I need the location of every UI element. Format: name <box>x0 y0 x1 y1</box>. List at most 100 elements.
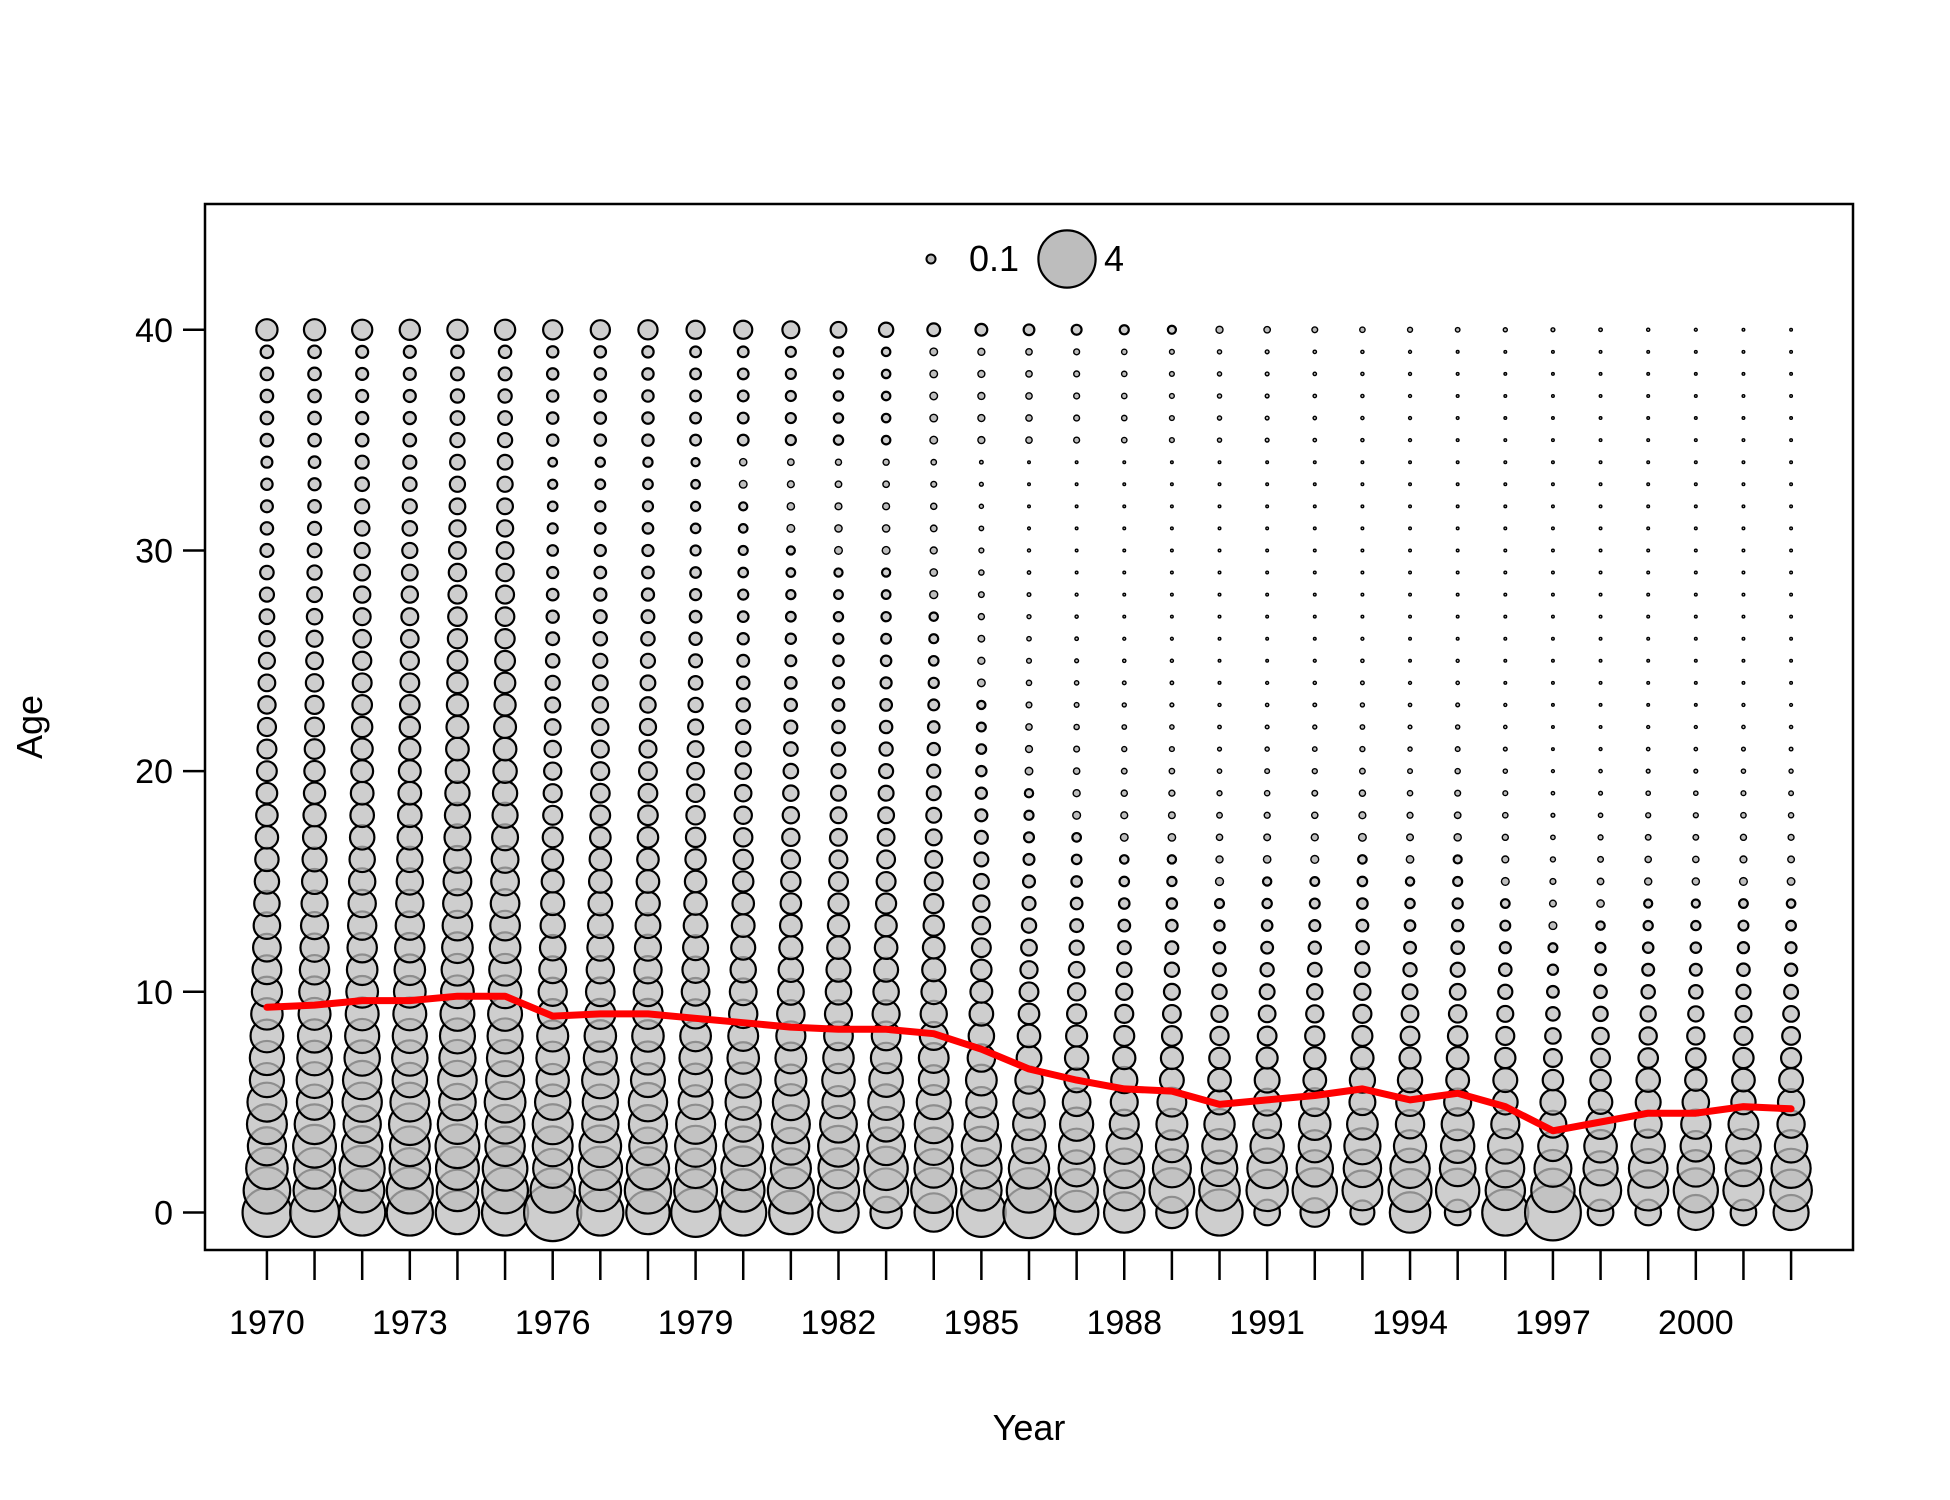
bubble <box>492 736 518 762</box>
bubble <box>301 846 328 873</box>
bubble <box>1598 504 1603 509</box>
bubble <box>351 672 373 694</box>
bubble <box>1168 392 1175 400</box>
bubble <box>589 804 612 827</box>
bubble <box>1067 960 1086 979</box>
bubble <box>588 825 612 849</box>
bubble <box>1064 1024 1089 1048</box>
bubble <box>1598 768 1603 774</box>
bubble <box>688 631 703 646</box>
bubble <box>1686 1026 1706 1046</box>
bubble <box>1455 636 1460 641</box>
bubble <box>302 318 327 342</box>
bubble <box>1789 349 1794 354</box>
bubble <box>1216 811 1223 819</box>
bubble <box>1360 526 1365 531</box>
bubble <box>685 319 706 340</box>
bubble <box>444 780 471 807</box>
bubble <box>494 649 517 672</box>
bubble <box>491 801 519 829</box>
bubble <box>685 804 706 826</box>
bubble <box>682 934 710 962</box>
bubble <box>1264 746 1270 752</box>
bubble <box>307 498 322 514</box>
bubble <box>689 345 703 359</box>
bubble <box>1312 680 1318 686</box>
bubble <box>1455 393 1460 399</box>
bubble <box>735 697 751 713</box>
bubble <box>1593 984 1608 1000</box>
bubble <box>930 480 938 488</box>
bubble <box>1503 526 1508 531</box>
bubble <box>1408 592 1413 597</box>
bubble <box>1693 658 1698 663</box>
bubble <box>1445 1046 1470 1070</box>
bubble <box>1208 1046 1231 1070</box>
bubble <box>786 502 796 511</box>
bubble <box>929 502 938 511</box>
bubble <box>1264 349 1270 355</box>
bubble <box>977 634 986 643</box>
bubble <box>785 567 797 578</box>
bubble <box>1120 348 1128 356</box>
bubble <box>350 759 375 784</box>
bubble <box>1265 614 1270 619</box>
bubble <box>1120 392 1128 400</box>
bubble <box>301 824 328 850</box>
bubble <box>1787 811 1795 819</box>
bubble <box>784 654 798 668</box>
bubble <box>1261 876 1273 887</box>
bubble <box>1638 1026 1658 1046</box>
bubble <box>1164 940 1180 956</box>
bubble <box>1789 526 1794 531</box>
bubble <box>1495 1025 1516 1047</box>
bubble <box>1312 349 1318 355</box>
bubble <box>1360 437 1365 443</box>
bubble <box>352 585 372 604</box>
bubble <box>1215 855 1224 864</box>
bubble <box>1308 897 1321 910</box>
x-tick-label: 1988 <box>1086 1304 1162 1342</box>
bubble <box>1253 1066 1281 1094</box>
bubble <box>1734 1004 1753 1023</box>
bubble <box>1735 983 1752 1000</box>
bubble <box>1307 940 1323 955</box>
bubble <box>731 870 755 893</box>
bubble <box>1216 746 1223 752</box>
bubble <box>1598 327 1604 333</box>
bubble <box>832 610 845 623</box>
bubble <box>926 741 941 757</box>
bubble <box>972 894 991 913</box>
bubble <box>1115 982 1134 1001</box>
bubble <box>445 693 470 717</box>
bubble <box>450 344 465 360</box>
mean-age-line <box>263 992 1795 1135</box>
bubble <box>924 849 944 869</box>
bubble <box>1741 327 1746 332</box>
bubble <box>1359 680 1365 686</box>
bubble <box>1783 962 1799 977</box>
bubble <box>1217 460 1222 465</box>
bubble <box>1740 811 1747 819</box>
bubble <box>923 871 944 892</box>
bubble <box>833 545 844 556</box>
bubble <box>1693 504 1698 509</box>
bubble <box>545 587 560 602</box>
bubble <box>834 524 843 533</box>
bubble <box>969 979 994 1004</box>
bubble <box>546 522 559 535</box>
bubble <box>880 346 892 358</box>
bubble <box>546 544 560 557</box>
bubble <box>1496 1004 1515 1023</box>
bubble <box>400 585 420 604</box>
bubble <box>1024 766 1034 776</box>
bubble <box>1503 438 1508 443</box>
bubble <box>1598 570 1603 575</box>
bubble <box>1692 833 1700 841</box>
bubble <box>1359 724 1366 730</box>
bubble <box>1645 327 1651 333</box>
bubble <box>641 565 655 580</box>
bubble <box>925 806 943 824</box>
bubbles-layer <box>241 318 1813 1243</box>
bubble <box>587 869 613 894</box>
